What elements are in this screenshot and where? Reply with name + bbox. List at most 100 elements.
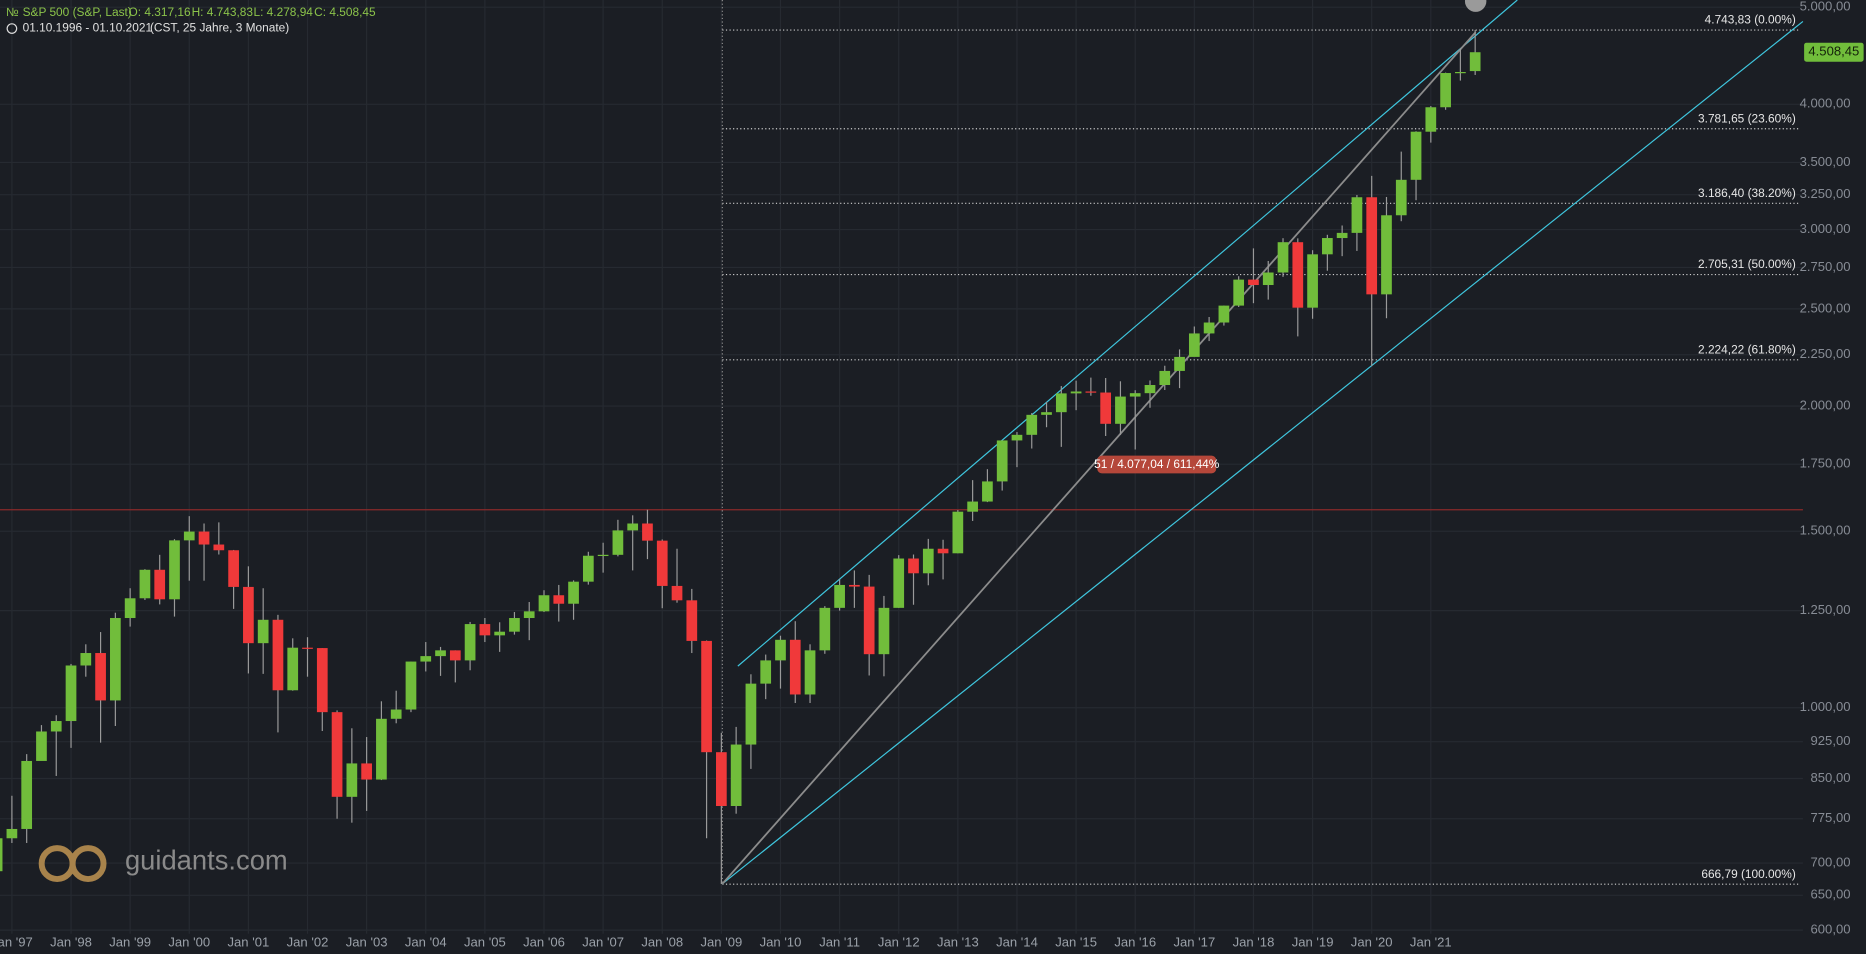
candle-body	[656, 540, 668, 586]
candle-body	[390, 709, 402, 719]
candle-body	[272, 619, 284, 691]
logo-text: guidants.com	[125, 845, 288, 876]
candle-body	[1085, 391, 1097, 393]
candle-body	[937, 548, 949, 554]
x-tick-label: Jan '04	[405, 935, 447, 950]
x-tick-label: Jan '17	[1173, 935, 1215, 950]
candle-body	[996, 440, 1008, 482]
candle-body	[110, 618, 121, 701]
candle-body	[612, 530, 624, 555]
y-tick-label: 650,00	[1811, 887, 1851, 902]
candle-body	[494, 631, 506, 636]
candle-body	[169, 540, 180, 600]
x-tick-label: Jan '08	[641, 935, 683, 950]
candle-body	[80, 653, 92, 666]
candle-body	[760, 660, 772, 684]
ohlc-low: L: 4.278,94	[253, 5, 313, 19]
candle-body	[21, 760, 33, 829]
candle-body	[1262, 272, 1274, 286]
candle-body	[1055, 393, 1067, 413]
y-tick-label: 925,00	[1811, 733, 1851, 748]
candle-body	[1395, 179, 1407, 216]
candle-body	[1307, 254, 1318, 308]
candle-body	[1144, 385, 1156, 394]
candle-body	[967, 501, 978, 512]
candle-body	[1366, 197, 1378, 295]
y-tick-label: 1.500,00	[1800, 523, 1851, 538]
channel-upper	[737, 0, 1518, 667]
candle-body	[420, 656, 432, 662]
candle-body	[464, 624, 476, 661]
clock-icon	[6, 23, 18, 34]
candles	[0, 30, 1481, 885]
x-tick-label: Jan '15	[1055, 935, 1097, 950]
candle-body	[1041, 412, 1052, 415]
candle-body	[376, 718, 387, 780]
period: (CST, 25 Jahre, 3 Monate)	[150, 21, 289, 35]
candle-body	[1026, 414, 1038, 435]
x-tick-label: Jan '01	[228, 935, 270, 950]
candle-body	[287, 647, 299, 691]
candle-body	[213, 544, 225, 551]
candle-body	[1322, 238, 1333, 255]
candle-body	[243, 586, 254, 644]
candle-body	[1425, 107, 1437, 132]
y-tick-label: 2.000,00	[1800, 397, 1851, 412]
candle-body	[50, 721, 62, 732]
date-range: 01.10.1996 - 01.10.2021	[23, 21, 153, 35]
candle-body	[834, 584, 845, 608]
candle-body	[1129, 393, 1141, 397]
x-tick-label: Jan '06	[523, 935, 565, 950]
candle-body	[1174, 356, 1185, 371]
candle-body	[139, 569, 151, 599]
candle-body	[523, 611, 535, 619]
candle-body	[1203, 322, 1215, 334]
candle-body	[36, 731, 47, 761]
annotation-box	[1097, 455, 1217, 474]
candle-body	[183, 531, 195, 541]
x-tick-label: Jan '07	[582, 935, 624, 950]
candle-body	[642, 523, 653, 541]
price-tag	[1804, 42, 1864, 62]
candle-body	[1011, 434, 1023, 441]
ohlc-open: O: 4.317,16	[129, 5, 191, 19]
candle-body	[730, 744, 742, 806]
candle-body	[716, 752, 727, 806]
candle-body	[1381, 215, 1392, 295]
candle-body	[952, 511, 964, 554]
candle-body	[1469, 52, 1481, 72]
handle	[1464, 0, 1487, 12]
candle-body	[701, 640, 712, 753]
y-tick-label: 2.750,00	[1800, 259, 1851, 274]
x-tick-label: Jan '21	[1410, 935, 1452, 950]
y-tick-label: 3.000,00	[1800, 221, 1851, 236]
fib-label: 3.186,40 (38.20%)	[1698, 186, 1796, 200]
candle-body	[775, 639, 786, 661]
logo: guidants.com	[38, 845, 288, 883]
x-tick-label: Jan '20	[1351, 935, 1393, 950]
candle-body	[1292, 242, 1304, 308]
candle-body	[302, 647, 313, 649]
instrument: S&P 500 (S&P, Last)	[23, 5, 132, 19]
candle-body	[922, 548, 934, 574]
y-tick-label: 775,00	[1811, 810, 1851, 825]
candle-body	[1410, 131, 1422, 180]
candle-body	[819, 607, 831, 651]
x-tick-label: Jan '12	[878, 935, 920, 950]
y-tick-label: 1.250,00	[1800, 602, 1851, 617]
fib-label: 2.705,31 (50.00%)	[1698, 257, 1796, 271]
candle-body	[627, 523, 639, 531]
x-tick-label: Jan '13	[937, 935, 979, 950]
y-tick-label: 1.750,00	[1800, 456, 1851, 471]
y-tick-label: 3.500,00	[1800, 154, 1851, 169]
y-tick-label: 600,00	[1811, 922, 1851, 937]
candle-body	[257, 619, 269, 644]
fib-label: 666,79 (100.00%)	[1701, 867, 1795, 881]
icon: №	[6, 5, 19, 19]
x-tick-label: Jan '02	[287, 935, 329, 950]
candle-body	[893, 558, 905, 608]
annotation-text: 51 / 4.077,04 / 611,44%	[1094, 457, 1220, 471]
